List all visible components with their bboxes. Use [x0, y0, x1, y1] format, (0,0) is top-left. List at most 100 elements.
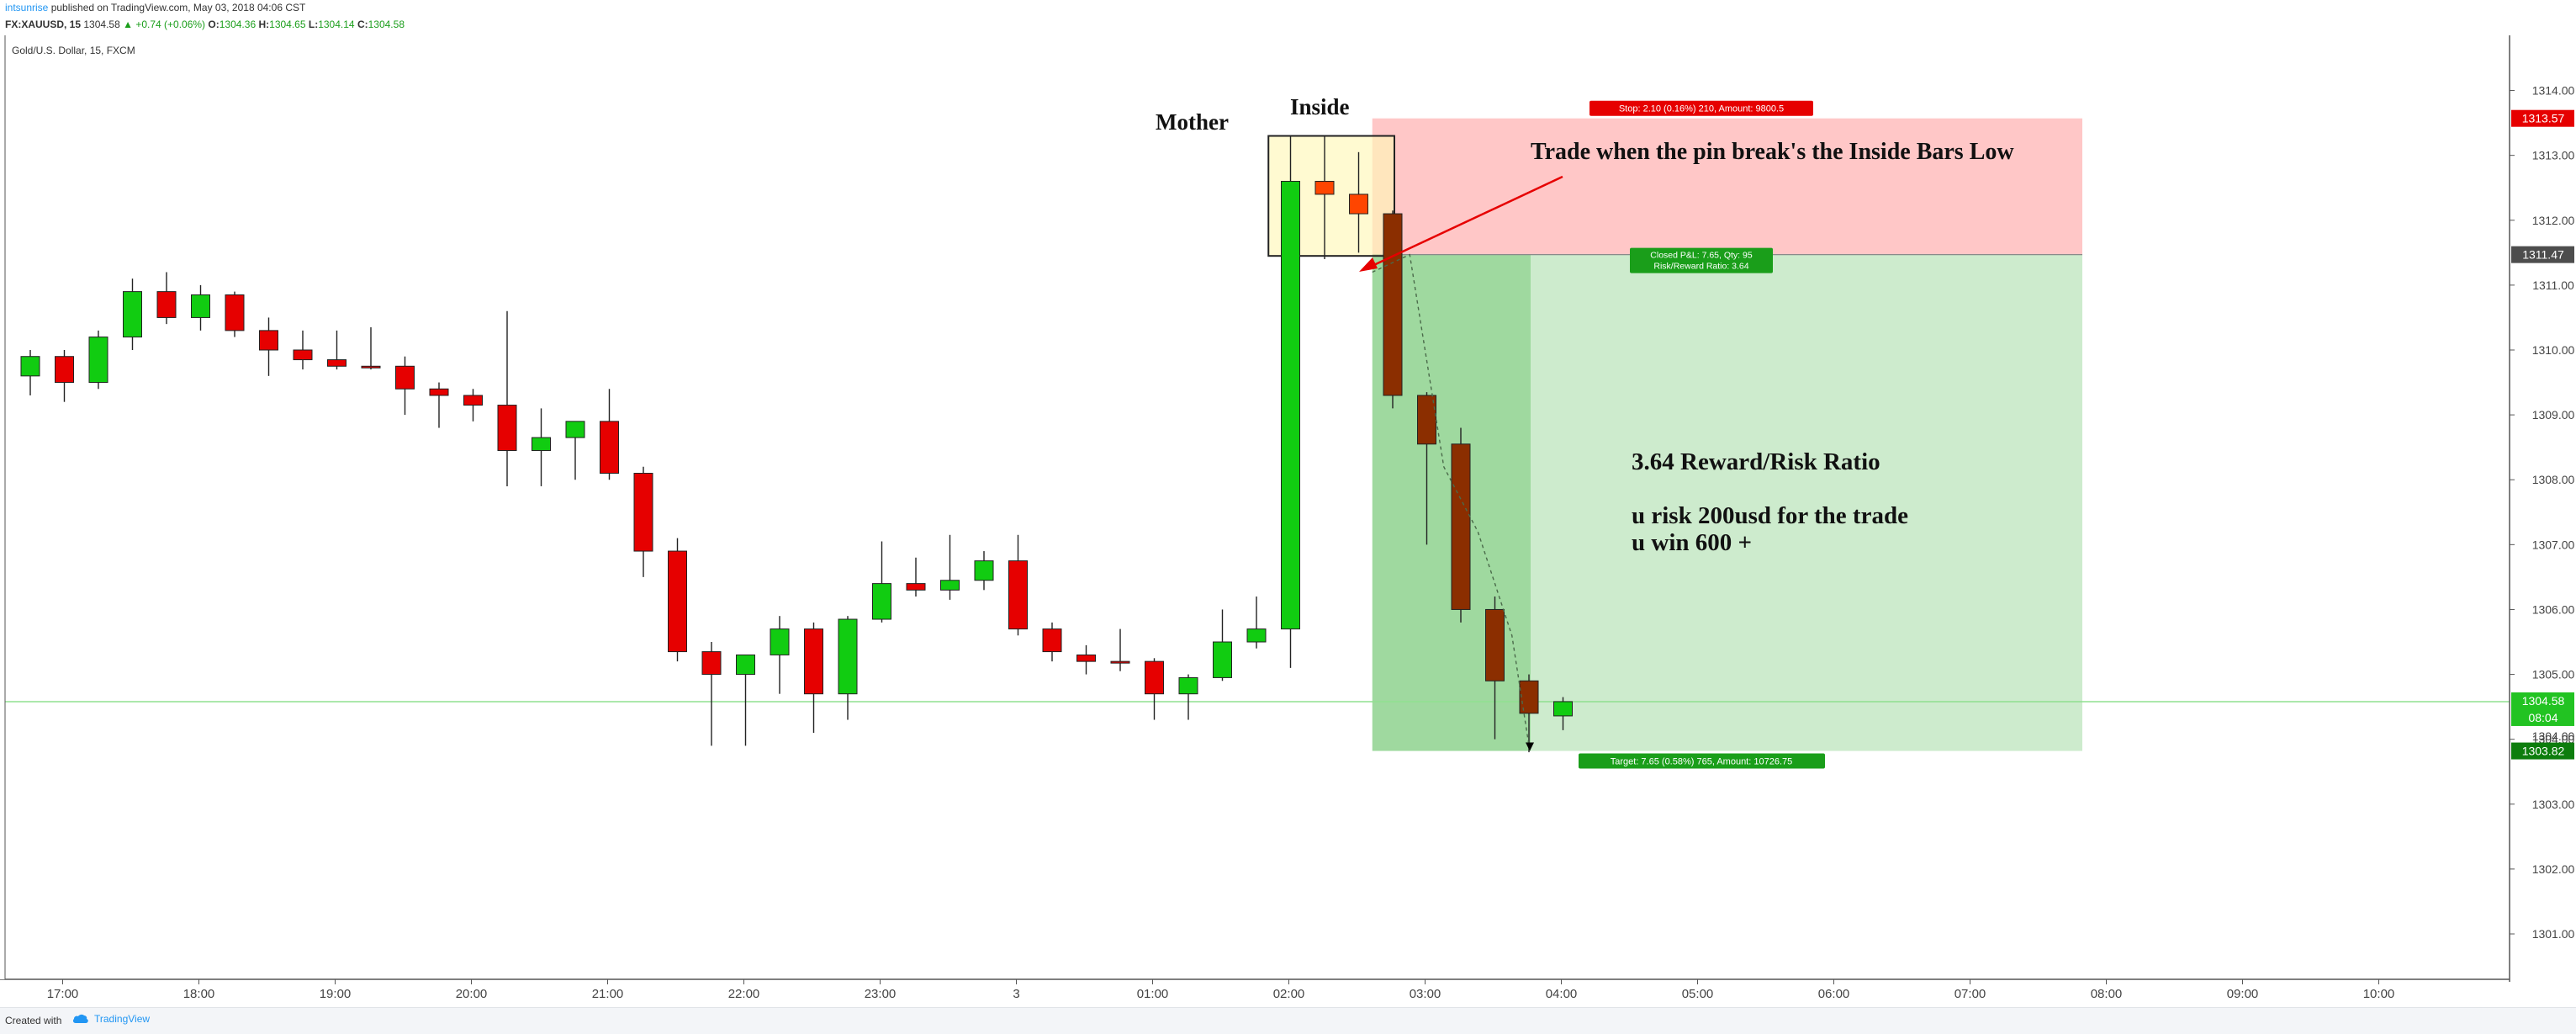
candle-body — [1519, 680, 1539, 714]
price-tick-label: 1304.00 — [2532, 729, 2575, 743]
rr-label: Risk/Reward Ratio: 3.64 — [1653, 262, 1748, 272]
win-line: u win 600 + — [1632, 529, 1752, 556]
close-label: C: — [357, 19, 368, 30]
time-tick-label: 04:00 — [1546, 987, 1578, 1001]
time-tick-label: 03:00 — [1410, 987, 1441, 1001]
candle-body — [804, 628, 823, 695]
time-tick-label: 23:00 — [865, 987, 897, 1001]
tradingview-logo[interactable]: TradingView — [72, 1013, 150, 1025]
time-axis[interactable]: 17:00 18:00 19:00 20:00 21:00 22:00 23:00 3 01:0… — [0, 35, 2510, 1001]
time-tick-label: 21:00 — [592, 987, 624, 1001]
time-tick-label: 22:00 — [728, 987, 760, 1001]
created-with-text: Created with — [5, 1015, 62, 1026]
candle-body — [123, 291, 142, 338]
candle-body — [906, 583, 926, 591]
price-tick-label: 1311.00 — [2532, 278, 2574, 292]
candle-body — [497, 405, 517, 452]
time-tick-label: 01:00 — [1137, 987, 1169, 1001]
candle-body — [395, 365, 415, 390]
pnl-label-box — [1630, 247, 1773, 273]
inside-label: Inside — [1290, 94, 1350, 119]
candle-body — [600, 421, 619, 475]
time-tick-label: 18:00 — [183, 987, 215, 1001]
target-zone-remaining — [1531, 254, 2082, 751]
candle-body — [293, 349, 313, 361]
candle-body — [55, 356, 74, 384]
time-tick-label: 09:00 — [2227, 987, 2259, 1001]
candle-body — [191, 294, 210, 318]
open-label: O: — [208, 19, 220, 30]
author-link[interactable]: intsunrise — [5, 2, 49, 13]
candle-body — [1178, 676, 1198, 695]
candle-body — [1110, 660, 1130, 664]
candle-body — [1042, 628, 1062, 653]
candle-body — [565, 421, 585, 438]
pnl-label: Closed P&L: 7.65, Qty: 95 — [1650, 251, 1753, 261]
mother-label: Mother — [1156, 109, 1229, 135]
trade-note: Trade when the pin break's the Inside Ba… — [1531, 139, 2014, 165]
current-price-tag: 1304.58 — [2522, 694, 2565, 708]
chart-title: Gold/U.S. Dollar, 15, FXCM — [12, 45, 135, 56]
time-tick-label: 05:00 — [1682, 987, 1714, 1001]
candle-body — [429, 388, 449, 396]
open-value: 1304.36 — [219, 19, 257, 30]
candle-body — [532, 437, 551, 452]
stop-zone — [1372, 118, 2082, 255]
publish-info: intsunrise published on TradingView.com,… — [5, 2, 305, 13]
stop-price-tag-box — [2511, 109, 2574, 127]
candle-body — [838, 618, 858, 695]
candle-body — [88, 337, 108, 384]
price-tick-label: 1301.00 — [2532, 927, 2575, 941]
price-axis[interactable]: 1301.00 1302.00 1303.00 1304.00 1305.00 1306.… — [2509, 35, 2576, 982]
candle-body — [1314, 181, 1335, 195]
price-tick-label: 1314.00 — [2532, 84, 2575, 98]
candle-body — [1451, 443, 1471, 610]
annotations: Mother Inside Trade when the pin break's… — [1156, 94, 2014, 556]
candle-body — [1553, 701, 1573, 717]
price-tick-label: 1302.00 — [2532, 862, 2575, 876]
price-tick-label: 1312.00 — [2532, 214, 2575, 227]
price-tick-label: 1305.00 — [2532, 668, 2575, 681]
footer: Created with TradingView — [0, 1007, 2576, 1034]
price-tick-label: 1307.00 — [2532, 538, 2575, 551]
time-tick-label: 3 — [1013, 987, 1019, 1001]
price-tick-label: 1303.00 — [2532, 798, 2575, 811]
target-label-box — [1579, 753, 1825, 769]
time-tick-label: 02:00 — [1273, 987, 1305, 1001]
candle-body — [327, 359, 346, 367]
candle-body — [701, 651, 722, 676]
candle-body — [20, 356, 40, 377]
price-tick-label: 1310.00 — [2532, 343, 2575, 357]
chart-header: intsunrise published on TradingView.com,… — [0, 0, 2576, 37]
trade-path — [1372, 253, 1531, 751]
candle-body — [1281, 181, 1300, 630]
candle-body — [668, 550, 687, 653]
candle-body — [1076, 654, 1096, 662]
price-chart[interactable]: Gold/U.S. Dollar, 15, FXCM Mother Inside… — [0, 35, 2576, 1007]
entry-price-tag: 1311.47 — [2522, 248, 2564, 262]
trade-arrow-head — [1359, 257, 1378, 272]
ratio-title: 3.64 Reward/Risk Ratio — [1632, 448, 1880, 475]
candle-body — [1008, 560, 1028, 630]
target-price-tag-box — [2511, 742, 2574, 760]
candle-body — [633, 473, 653, 552]
price-tick-label: 1313.00 — [2532, 149, 2575, 162]
tradingview-brand: TradingView — [94, 1013, 151, 1025]
time-tick-label: 20:00 — [456, 987, 488, 1001]
target-price-tag: 1303.82 — [2522, 745, 2565, 758]
time-tick-label: 06:00 — [1818, 987, 1850, 1001]
high-label: H: — [258, 19, 270, 30]
cloud-icon — [72, 1014, 88, 1023]
time-tick-label: 19:00 — [320, 987, 352, 1001]
candle-body — [1145, 660, 1164, 695]
candle-body — [225, 294, 245, 331]
close-value: 1304.58 — [368, 19, 405, 30]
trade-path-line — [1372, 253, 1534, 751]
low-label: L: — [308, 19, 319, 30]
left-edge — [0, 35, 5, 979]
current-price-tag-box — [2511, 692, 2574, 726]
entry-price-tag-box — [2511, 246, 2574, 263]
candle-body — [1485, 608, 1505, 681]
high-value: 1304.65 — [269, 19, 306, 30]
stop-label: Stop: 2.10 (0.16%) 210, Amount: 9800.5 — [1619, 104, 1784, 114]
